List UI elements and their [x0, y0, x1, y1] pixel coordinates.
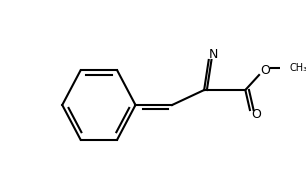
Text: CH₃: CH₃	[289, 63, 306, 73]
Text: N: N	[209, 48, 218, 62]
Text: O: O	[260, 63, 271, 77]
Text: O: O	[252, 108, 261, 121]
